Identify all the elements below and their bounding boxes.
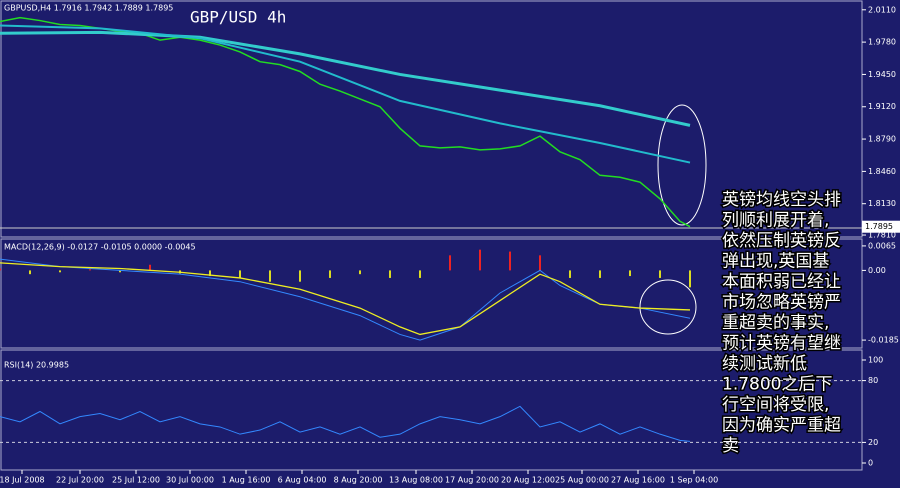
- histogram-bar: [119, 270, 121, 273]
- y-tick-label: 1.7810: [868, 231, 896, 240]
- macd-header: MACD(12,26,9) -0.0127 -0.0105 0.0000 -0.…: [4, 243, 196, 252]
- y-tick-label: 80: [868, 376, 878, 385]
- histogram-bar: [479, 249, 481, 271]
- series-line: [0, 30, 691, 127]
- rsi-panel: [0, 349, 863, 471]
- y-tick-label: 0.00: [868, 266, 886, 275]
- histogram-bar: [329, 270, 331, 278]
- y-tick-label: -0.0185: [868, 336, 899, 345]
- annotation-line: 1.7800之后下: [722, 375, 832, 395]
- price-panel: [0, 0, 863, 238]
- annotation-line: 弹出现,英国基: [722, 252, 829, 272]
- last-price-box: [862, 220, 900, 233]
- histogram-bar: [689, 270, 691, 288]
- series-line: [0, 262, 691, 336]
- x-tick-label: 25 Jul 12:00: [112, 476, 160, 485]
- x-tick-label: 1 Sep 04:00: [670, 476, 718, 485]
- y-tick-label: 1.9120: [868, 102, 896, 111]
- highlight-ellipse: [657, 104, 707, 226]
- histogram-bar: [239, 270, 241, 278]
- histogram-bar: [89, 269, 91, 271]
- x-tick-label: 30 Jul 00:00: [166, 476, 214, 485]
- annotation-line: 行空间将受限,: [722, 395, 829, 415]
- histogram-bar: [0, 268, 1, 271]
- histogram-bar: [599, 270, 601, 278]
- y-tick-label: 0: [868, 459, 873, 468]
- x-tick-label: 17 Aug 20:00: [445, 476, 499, 485]
- histogram-bar: [659, 270, 661, 278]
- y-tick-label: 1.9780: [868, 38, 896, 47]
- x-tick-label: 18 Jul 2008: [0, 476, 45, 485]
- annotation-line: 英镑均线空头排: [722, 190, 841, 210]
- histogram-bar: [539, 255, 541, 271]
- y-tick-label: 20: [868, 438, 878, 447]
- histogram-bar: [149, 264, 151, 271]
- histogram-bar: [629, 270, 631, 277]
- annotation-line: 预计英镑有望继: [722, 334, 841, 354]
- histogram-bar: [509, 251, 511, 271]
- y-tick-label: 1.8460: [868, 167, 896, 176]
- x-tick-label: 22 Jul 20:00: [56, 476, 104, 485]
- x-tick-label: 13 Aug 08:00: [389, 476, 443, 485]
- histogram-bar: [569, 270, 571, 278]
- histogram-bar: [269, 270, 271, 282]
- y-tick-label: 0.0065: [868, 241, 896, 250]
- rsi-header: RSI(14) 20.9985: [4, 361, 69, 370]
- series-line: [0, 24, 691, 164]
- last-price-label: 1.7895: [865, 222, 893, 231]
- annotation-line: 本面积弱已经让: [722, 272, 841, 292]
- annotation-line: 列顺利展开着,: [722, 211, 829, 231]
- histogram-bar: [359, 270, 361, 275]
- x-tick-label: 8 Aug 20:00: [334, 476, 383, 485]
- x-tick-label: 6 Aug 04:00: [278, 476, 327, 485]
- histogram-bar: [29, 270, 31, 275]
- annotation-line: 市场忽略英镑严: [722, 293, 841, 313]
- macd-panel: [0, 238, 863, 349]
- histogram-bar: [299, 270, 301, 282]
- chart-title: GBP/USD 4h: [190, 8, 286, 27]
- annotation-line: 重超卖的事实,: [722, 313, 829, 333]
- y-tick-label: 1.9450: [868, 70, 896, 79]
- y-tick-label: 1.8130: [868, 199, 896, 208]
- y-tick-label: 100: [868, 356, 883, 365]
- series-line: [0, 405, 691, 442]
- histogram-bar: [419, 270, 421, 278]
- series-line: [0, 258, 691, 341]
- histogram-bar: [59, 270, 61, 273]
- y-tick-label: 2.0110: [868, 5, 896, 14]
- annotation: 英镑均线空头排列顺利展开着,依然压制英镑反弹出现,英国基本面积弱已经让市场忽略英…: [721, 189, 843, 458]
- x-tick-label: 20 Aug 12:00: [501, 476, 555, 485]
- histogram-bar: [209, 270, 211, 277]
- price-header: GBPUSD,H4 1.7916 1.7942 1.7889 1.7895: [4, 4, 173, 13]
- y-tick-label: 1.8790: [868, 135, 896, 144]
- x-tick-label: 27 Aug 16:00: [611, 476, 665, 485]
- annotation-line: 因为确实严重超: [722, 416, 841, 436]
- highlight-ellipse: [639, 279, 697, 335]
- x-tick-label: 25 Aug 00:00: [555, 476, 609, 485]
- annotation-line: 依然压制英镑反: [722, 231, 841, 251]
- x-tick-label: 1 Aug 16:00: [222, 476, 271, 485]
- histogram-bar: [389, 270, 391, 278]
- annotation-line: 续测试新低: [722, 354, 807, 374]
- histogram-bar: [449, 255, 451, 271]
- annotation-line: 卖: [722, 436, 739, 456]
